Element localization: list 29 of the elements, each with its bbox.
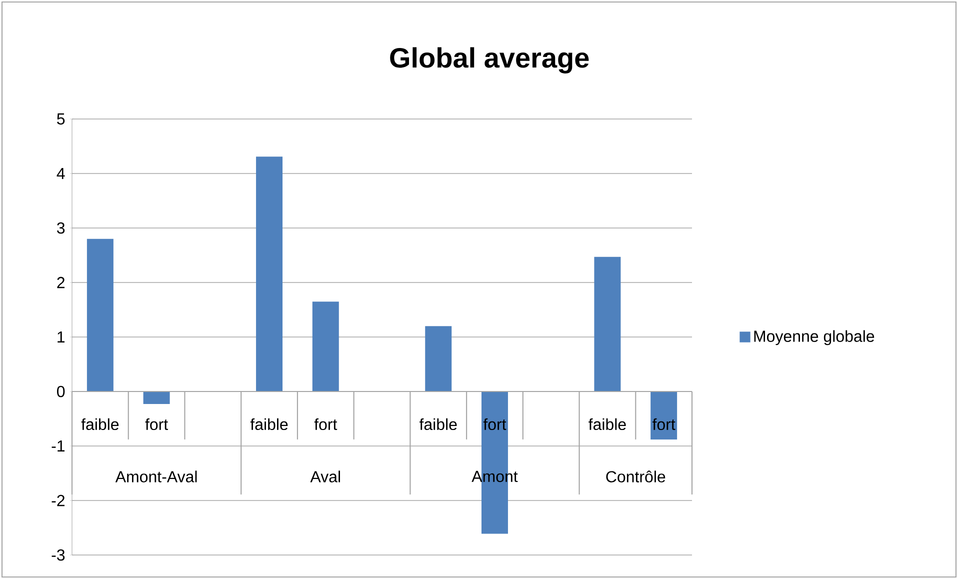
chart-title: Global average [390,47,589,74]
y-tick-label: -2 [52,494,64,506]
y-tick-label: -1 [52,440,65,452]
x-tick-label: faible [419,418,457,430]
bar [256,156,283,392]
x-tick-label: faible [81,418,119,430]
y-tick-label: 3 [57,222,65,234]
x-tick-label: fort [314,418,338,430]
y-tick-label: 4 [56,168,65,180]
bar [86,238,114,392]
bar [312,302,339,392]
x-tick-label: fort [652,418,676,430]
y-tick-label: 2 [57,276,64,288]
y-tick-label: 5 [57,113,65,125]
bar [425,326,452,392]
bar [650,391,678,440]
x-tick-label: fort [145,418,168,430]
annotation: Aval [310,470,340,482]
annotation: Amont-Aval [115,470,197,482]
y-tick-label: -3 [52,549,65,561]
y-tick-label: 1 [58,332,65,342]
annotation: Contrôle [606,470,666,482]
x-tick-label: fort [483,418,506,430]
bar [594,256,621,392]
x-tick-label: faible [588,418,626,430]
x-tick-label: faible [250,418,288,430]
legend-label: Moyenne globale [754,330,874,346]
y-tick-label: 0 [57,386,65,398]
bar [143,391,170,404]
